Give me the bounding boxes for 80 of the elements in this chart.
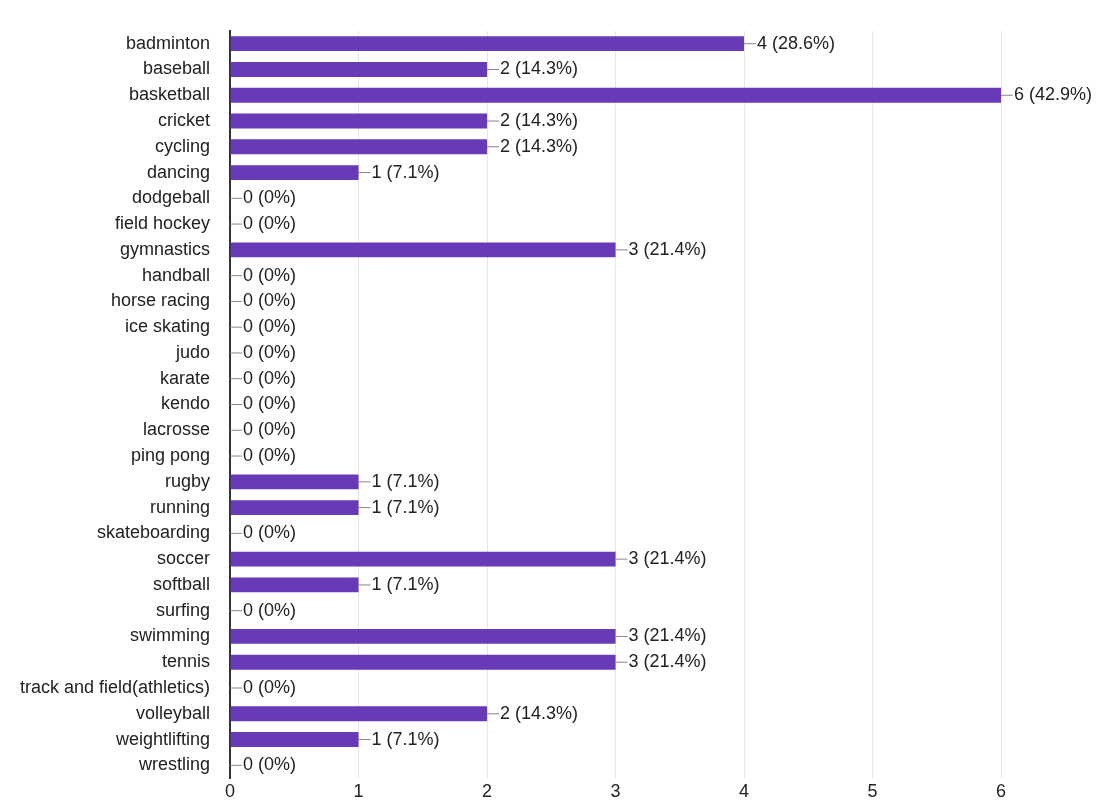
x-tick-label: 6 — [995, 780, 1007, 801]
y-tick-label: dancing — [147, 161, 211, 182]
data-label: 4 (28.6%) — [757, 32, 836, 53]
data-label: 0 (0%) — [243, 290, 297, 311]
y-tick-label: kendo — [161, 393, 211, 414]
y-tick-label: karate — [160, 367, 211, 388]
y-tick-label: handball — [142, 264, 211, 285]
bar — [230, 706, 488, 722]
x-tick-label: 5 — [867, 780, 878, 801]
bar — [230, 629, 616, 644]
data-label: 3 (21.4%) — [628, 238, 707, 259]
y-tick-label: field hockey — [115, 213, 211, 234]
x-tick-label: 0 — [225, 780, 236, 801]
y-tick-label: baseball — [143, 58, 211, 79]
y-tick-label: badminton — [126, 32, 211, 53]
data-label: 1 (7.1%) — [371, 496, 440, 517]
data-label: 1 (7.1%) — [371, 573, 440, 594]
y-tick-label: basketball — [129, 84, 211, 105]
y-tick-label: ping pong — [131, 445, 211, 466]
y-tick-label: wrestling — [138, 754, 211, 775]
x-tick-label: 4 — [739, 780, 750, 801]
y-tick-label: tennis — [162, 651, 211, 672]
data-label: 3 (21.4%) — [628, 625, 707, 646]
y-tick-label: lacrosse — [143, 419, 211, 440]
data-label: 0 (0%) — [243, 187, 297, 208]
y-tick-label: soccer — [157, 548, 211, 569]
bar — [230, 551, 616, 567]
y-tick-label: skateboarding — [96, 522, 211, 543]
bar — [230, 113, 488, 129]
data-label: 0 (0%) — [243, 264, 297, 285]
y-tick-label: softball — [153, 573, 211, 594]
data-label: 6 (42.9%) — [1014, 84, 1093, 105]
y-tick-label: judo — [175, 341, 211, 362]
y-tick-label: rugby — [165, 470, 211, 491]
data-label: 0 (0%) — [243, 316, 297, 337]
data-label: 2 (14.3%) — [500, 135, 579, 156]
data-label: 3 (21.4%) — [628, 548, 707, 569]
y-tick-label: dodgeball — [132, 187, 211, 208]
x-tick-label: 2 — [482, 780, 493, 801]
bar — [230, 62, 488, 77]
bar — [230, 242, 616, 258]
x-tick-label: 3 — [610, 780, 621, 801]
bar — [230, 732, 359, 747]
y-tick-label: cycling — [155, 135, 211, 156]
bar — [230, 139, 488, 155]
y-tick-label: surfing — [156, 599, 211, 620]
bar — [230, 36, 745, 52]
bar — [230, 165, 359, 180]
y-tick-label: volleyball — [136, 702, 211, 723]
y-tick-label: swimming — [130, 625, 211, 646]
data-label: 1 (7.1%) — [371, 728, 440, 749]
data-label: 0 (0%) — [243, 419, 297, 440]
bar — [230, 654, 616, 670]
data-label: 1 (7.1%) — [371, 470, 440, 491]
x-tick-label: 1 — [353, 780, 364, 801]
data-label: 0 (0%) — [243, 445, 297, 466]
data-label: 0 (0%) — [243, 676, 297, 697]
y-tick-label: running — [150, 496, 211, 517]
bar — [230, 474, 359, 490]
y-tick-label: cricket — [158, 109, 211, 130]
data-label: 1 (7.1%) — [371, 161, 440, 182]
data-label: 0 (0%) — [243, 341, 297, 362]
y-tick-label: ice skating — [125, 316, 211, 337]
data-label: 0 (0%) — [243, 522, 297, 543]
data-label: 0 (0%) — [243, 754, 297, 775]
data-label: 2 (14.3%) — [500, 58, 579, 79]
data-label: 0 (0%) — [243, 213, 297, 234]
data-label: 2 (14.3%) — [500, 702, 579, 723]
data-label: 0 (0%) — [243, 367, 297, 388]
bar — [230, 87, 1001, 103]
y-tick-label: track and field(athletics) — [19, 676, 211, 697]
y-tick-label: gymnastics — [120, 238, 211, 259]
y-tick-label: weightlifting — [115, 728, 211, 749]
bar — [230, 500, 359, 516]
y-tick-label: horse racing — [111, 290, 211, 311]
data-label: 2 (14.3%) — [500, 109, 579, 130]
data-label: 0 (0%) — [243, 393, 297, 414]
data-label: 3 (21.4%) — [628, 651, 707, 672]
data-label: 0 (0%) — [243, 599, 297, 620]
bar — [230, 577, 359, 593]
